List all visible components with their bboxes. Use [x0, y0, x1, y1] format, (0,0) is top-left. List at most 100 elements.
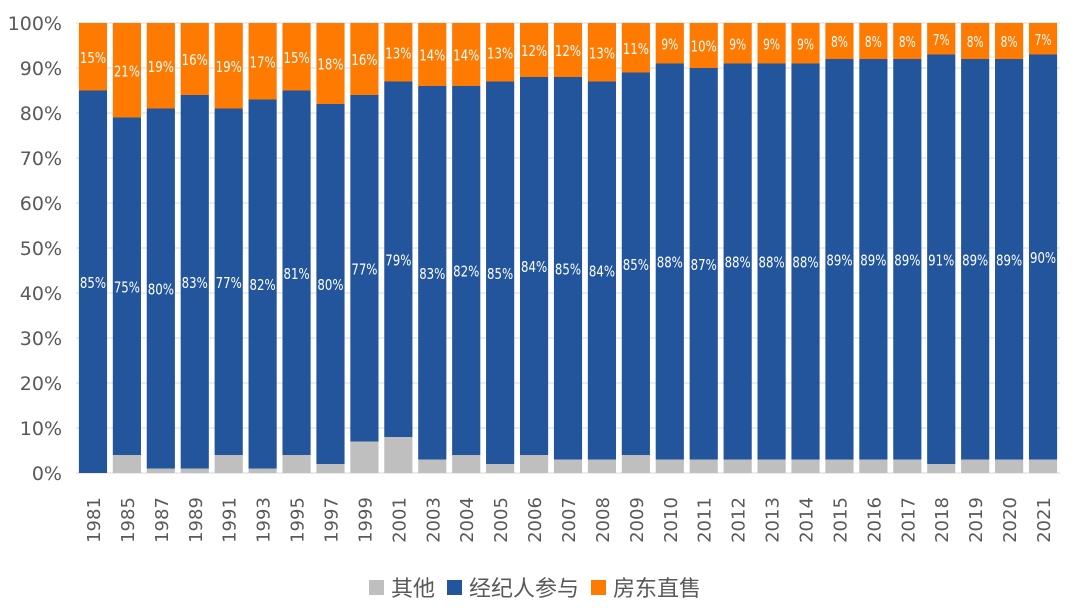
data-label: 7% — [933, 31, 950, 49]
bar-segment-1985-1 — [112, 117, 141, 455]
x-tick-label: 1989 — [186, 497, 207, 543]
bar-segment-1999-2 — [350, 23, 379, 95]
bar-segment-1985-0 — [112, 455, 141, 473]
x-tick-label: 1997 — [321, 497, 342, 543]
data-label: 87% — [691, 256, 717, 274]
data-label: 88% — [792, 254, 818, 272]
y-tick-label: 50% — [20, 238, 62, 260]
data-label: 81% — [283, 265, 309, 283]
data-label: 75% — [114, 278, 140, 296]
bar-segment-2003-2 — [418, 23, 447, 86]
bar-segment-1991-1 — [214, 108, 243, 455]
bar-segment-2015-2 — [825, 23, 854, 59]
data-label: 77% — [351, 260, 377, 278]
x-tick-label: 2007 — [559, 497, 580, 543]
data-label: 83% — [182, 274, 208, 292]
x-tick-label: 2019 — [966, 497, 987, 543]
x-tick-label: 2016 — [864, 497, 885, 543]
y-tick-label: 0% — [32, 463, 62, 485]
y-tick-label: 10% — [20, 418, 62, 440]
bar-segment-2015-1 — [825, 59, 854, 460]
bar-segment-2021-1 — [1028, 54, 1058, 460]
bar-segment-1989-1 — [180, 95, 209, 469]
y-tick-label: 40% — [20, 283, 62, 305]
data-label: 89% — [962, 251, 988, 269]
x-tick-label: 2003 — [423, 497, 444, 543]
x-tick-label: 2017 — [898, 497, 919, 543]
data-label: 77% — [216, 274, 242, 292]
x-tick-label: 2012 — [729, 497, 750, 543]
bar-segment-2003-0 — [418, 459, 447, 473]
data-label: 21% — [114, 62, 140, 80]
legend-label: 房东直售 — [613, 577, 701, 602]
bar-segment-1997-2 — [316, 23, 345, 104]
x-tick-label: 2006 — [525, 497, 546, 543]
bar-segment-2018-0 — [927, 464, 956, 473]
bar-segment-2006-0 — [519, 455, 549, 473]
data-label: 84% — [589, 263, 615, 281]
x-tick-label: 2021 — [1034, 497, 1055, 543]
bar-segment-2001-0 — [384, 437, 413, 473]
x-tick-label: 1981 — [84, 497, 105, 543]
bar-segment-2015-0 — [825, 459, 854, 473]
bar-segment-1987-0 — [146, 468, 175, 473]
bar-segment-2005-2 — [486, 23, 515, 82]
bar-segment-1981-2 — [78, 23, 108, 91]
bar-segment-2020-1 — [995, 59, 1024, 460]
data-label: 15% — [80, 49, 106, 67]
bars — [78, 23, 1058, 473]
data-label: 85% — [487, 265, 513, 283]
bar-segment-1991-2 — [214, 23, 243, 109]
data-label: 7% — [1035, 31, 1052, 49]
bar-segment-1987-1 — [146, 108, 175, 469]
bar-segment-2013-0 — [757, 459, 786, 473]
data-label: 8% — [899, 33, 916, 51]
bar-segment-2017-1 — [893, 59, 922, 460]
data-label: 88% — [759, 254, 785, 272]
bar-segment-2011-2 — [689, 23, 718, 68]
bar-segment-2020-0 — [995, 459, 1024, 473]
bar-segment-2019-1 — [961, 59, 990, 460]
x-tick-label: 1991 — [220, 497, 241, 543]
data-label: 16% — [351, 51, 377, 69]
bar-segment-1993-1 — [248, 99, 277, 469]
bar-segment-2021-0 — [1028, 459, 1058, 473]
x-tick-label: 1995 — [288, 497, 309, 543]
bar-segment-2007-1 — [553, 77, 583, 460]
x-tick-label: 1993 — [254, 497, 275, 543]
bar-segment-2013-1 — [757, 63, 786, 460]
bar-segment-1993-2 — [248, 23, 277, 100]
data-label: 10% — [691, 38, 717, 56]
y-tick-label: 30% — [20, 328, 62, 350]
bar-segment-2011-0 — [689, 459, 718, 473]
bar-segment-2016-2 — [859, 23, 888, 59]
data-label: 82% — [453, 263, 479, 281]
bar-segment-1995-1 — [282, 90, 311, 455]
data-label: 9% — [661, 35, 678, 53]
bar-segment-1999-0 — [350, 441, 379, 473]
data-label: 8% — [967, 33, 984, 51]
x-tick-label: 2009 — [627, 497, 648, 543]
data-label: 8% — [865, 33, 882, 51]
bar-segment-1985-2 — [112, 23, 141, 118]
data-label: 16% — [182, 51, 208, 69]
bar-segment-1999-1 — [350, 95, 379, 442]
bar-segment-2005-1 — [486, 81, 515, 464]
data-label: 13% — [589, 44, 615, 62]
bar-segment-2019-0 — [961, 459, 990, 473]
data-label: 89% — [826, 251, 852, 269]
bar-segment-2012-1 — [723, 63, 752, 460]
bar-segment-2018-2 — [927, 23, 956, 55]
data-label: 9% — [763, 35, 780, 53]
data-label: 12% — [521, 42, 547, 60]
data-labels: 85% 15% 75% 21% 80% 19% 83% 16% 77% 19% 82% 17% 81% 1… — [80, 31, 1056, 299]
x-tick-label: 2005 — [491, 497, 512, 543]
data-label: 85% — [623, 256, 649, 274]
x-tick-label: 2001 — [389, 497, 410, 543]
bar-segment-2018-1 — [927, 54, 956, 464]
data-label: 89% — [894, 251, 920, 269]
bar-segment-1995-0 — [282, 455, 311, 473]
bar-segment-2014-1 — [791, 63, 820, 460]
data-label: 13% — [487, 44, 513, 62]
x-tick-label: 2010 — [661, 497, 682, 543]
